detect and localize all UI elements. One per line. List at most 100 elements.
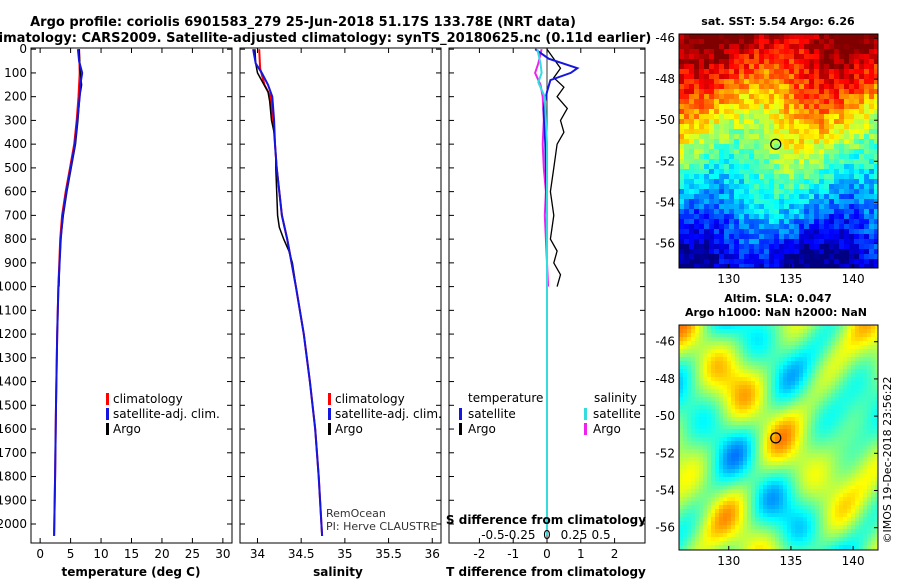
heatmap-cell [739,521,743,525]
heatmap-cell [863,357,867,361]
map-y-tick-label: -52 [655,154,675,168]
heatmap-cell [754,54,759,59]
heatmap-cell [829,189,834,194]
heatmap-cell [844,94,849,99]
heatmap-cell [814,74,819,79]
heatmap-cell [719,453,723,457]
heatmap-cell [707,389,711,393]
heatmap-cell [747,477,751,481]
heatmap-cell [815,437,819,441]
heatmap-cell [804,189,809,194]
heatmap-cell [863,537,867,541]
heatmap-cell [844,234,849,239]
heatmap-cell [791,397,795,401]
heatmap-cell [714,259,719,264]
heatmap-cell [799,357,803,361]
heatmap-cell [729,59,734,64]
heatmap-cell [751,353,755,357]
heatmap-cell [794,59,799,64]
heatmap-cell [679,405,683,409]
heatmap-cell [724,134,729,139]
heatmap-cell [851,493,855,497]
heatmap-cell [759,369,763,373]
heatmap-cell [731,429,735,433]
heatmap-cell [759,244,764,249]
heatmap-cell [784,229,789,234]
heatmap-cell [719,417,723,421]
heatmap-cell [684,59,689,64]
heatmap-cell [849,264,854,268]
heatmap-cell [783,477,787,481]
heatmap-cell [695,433,699,437]
heatmap-cell [847,521,851,525]
heatmap-cell [689,64,694,69]
heatmap-cell [839,325,843,329]
heatmap-cell [707,461,711,465]
heatmap-cell [779,84,784,89]
heatmap-cell [835,505,839,509]
heatmap-cell [863,513,867,517]
heatmap-cell [707,473,711,477]
heatmap-cell [715,377,719,381]
heatmap-cell [703,461,707,465]
heatmap-cell [791,385,795,389]
heatmap-cell [739,489,743,493]
heatmap-cell [854,224,859,229]
heatmap-cell [739,149,744,154]
heatmap-cell [855,345,859,349]
heatmap-cell [734,179,739,184]
heatmap-cell [783,361,787,365]
legend-swatch-climatology [328,393,331,405]
heatmap-cell [771,529,775,533]
heatmap-cell [819,357,823,361]
map-x-tick-label: 130 [717,272,740,286]
heatmap-cell [734,59,739,64]
heatmap-cell [707,337,711,341]
heatmap-cell [711,353,715,357]
heatmap-cell [834,34,839,39]
heatmap-cell [859,369,863,373]
heatmap-cell [719,249,724,254]
heatmap-cell [691,513,695,517]
heatmap-cell [779,457,783,461]
heatmap-cell [695,409,699,413]
heatmap-cell [814,109,819,114]
heatmap-cell [775,397,779,401]
heatmap-cell [807,361,811,365]
heatmap-cell [744,134,749,139]
heatmap-cell [823,445,827,449]
heatmap-cell [859,89,864,94]
heatmap-cell [755,409,759,413]
heatmap-cell [731,365,735,369]
heatmap-cell [811,413,815,417]
heatmap-cell [714,39,719,44]
heatmap-cell [829,59,834,64]
heatmap-cell [754,234,759,239]
heatmap-cell [687,529,691,533]
heatmap-cell [734,44,739,49]
heatmap-cell [854,204,859,209]
x-tick-label: 1 [577,547,585,561]
heatmap-cell [871,421,875,425]
heatmap-cell [714,129,719,134]
heatmap-cell [815,413,819,417]
heatmap-cell [707,521,711,525]
heatmap-cell [764,69,769,74]
heatmap-cell [704,249,709,254]
heatmap-cell [715,485,719,489]
heatmap-cell [711,529,715,533]
heatmap-cell [794,144,799,149]
heatmap-cell [743,381,747,385]
heatmap-cell [695,497,699,501]
heatmap-cell [843,461,847,465]
heatmap-cell [864,194,869,199]
heatmap-cell [703,361,707,365]
heatmap-cell [754,39,759,44]
heatmap-cell [851,341,855,345]
heatmap-cell [839,341,843,345]
heatmap-cell [855,341,859,345]
heatmap-cell [799,109,804,114]
heatmap-cell [739,445,743,449]
heatmap-cell [851,337,855,341]
heatmap-cell [747,425,751,429]
